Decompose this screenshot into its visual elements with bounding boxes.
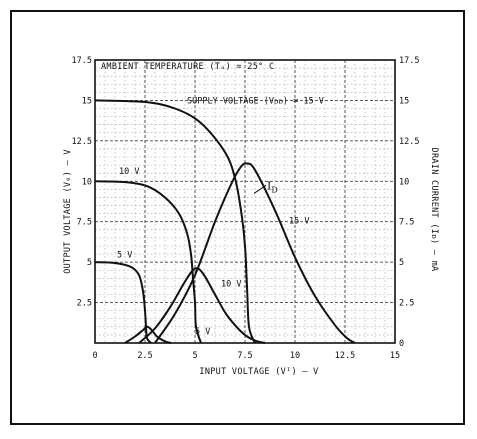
id-label: I (267, 179, 271, 192)
y-tick-label: 15 (82, 96, 92, 106)
chart-frame (10, 10, 465, 425)
output-voltage-curve-1 (94, 180, 202, 344)
y-tick-label: 10 (82, 177, 92, 187)
drain-current-annotation: ID (267, 179, 278, 194)
y-tick-label: 12.5 (72, 137, 92, 147)
y-tick-label: 17.5 (72, 56, 92, 66)
ticks-layer: 0 2.5 5 7.5 10 12.5 15 2.5 5 7.5 10 12.5 15 17.5 0 2.5 5… (72, 56, 420, 361)
current-5v-label: 5 V (195, 327, 210, 337)
x-axis-label: INPUT VOLTAGE (Vᴵ) — V (199, 367, 318, 377)
y-tick-label: 7.5 (77, 218, 92, 228)
x-tick-label: 5 (192, 351, 197, 361)
x-tick-label: 2.5 (137, 351, 152, 361)
drain-current-curve-3 (154, 162, 356, 344)
y2-tick-label: 5 (399, 258, 404, 268)
x-tick-label: 0 (92, 351, 97, 361)
id-sub: D (271, 185, 277, 194)
chart-title: AMBIENT TEMPERATURE (Tₐ) = 25° C (101, 62, 274, 72)
current-10v-label: 10 V (221, 279, 241, 289)
y2-tick-label: 7.5 (399, 218, 414, 228)
x-tick-label: 7.5 (237, 351, 252, 361)
curves-layer (94, 99, 356, 344)
x-tick-label: 12.5 (335, 351, 355, 361)
y2-tick-label: 10 (399, 177, 409, 187)
y2-tick-label: 15 (399, 96, 409, 106)
y2-tick-label: 0 (399, 339, 404, 349)
drain-current-curve-5 (124, 325, 172, 344)
supply-voltage-annotation: SUPPLY VOLTAGE (Vᴅᴅ) = 15 V (187, 96, 324, 106)
y2-tick-label: 17.5 (399, 56, 419, 66)
y-axis-label: OUTPUT VOLTAGE (V₀) — V (63, 149, 73, 274)
y-tick-label: 2.5 (77, 299, 92, 309)
current-15v-label: 15 V (289, 216, 309, 226)
drain-current-curve-4 (138, 267, 266, 344)
x-tick-label: 15 (390, 351, 400, 361)
x-tick-label: 10 (290, 351, 300, 361)
output-5v-label: 5 V (117, 250, 132, 260)
y2-tick-label: 2.5 (399, 299, 414, 309)
drain-current-leader (253, 184, 267, 194)
y-tick-label: 5 (87, 258, 92, 268)
y2-tick-label: 12.5 (399, 137, 419, 147)
y2-axis-label: DRAIN CURRENT (Iᴅ) — mA (429, 148, 439, 272)
output-10v-label: 10 V (119, 167, 139, 177)
plot-border (94, 59, 396, 344)
